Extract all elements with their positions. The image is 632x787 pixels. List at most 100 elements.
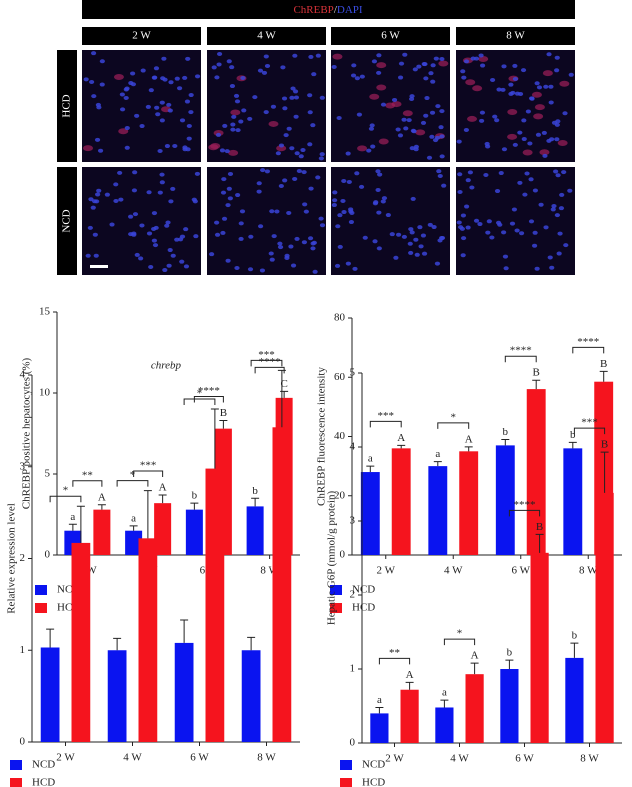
- nucleus: [216, 52, 223, 57]
- nucleus: [274, 209, 280, 214]
- nucleus: [554, 213, 560, 218]
- y-axis-label: Hepatic G6P (mmol/g protein): [326, 491, 338, 626]
- nucleus: [498, 171, 504, 176]
- bar: [71, 542, 91, 742]
- nucleus: [359, 74, 365, 79]
- nucleus: [473, 56, 480, 61]
- nucleus: [351, 63, 357, 68]
- nucleus: [214, 75, 220, 80]
- nucleus: [531, 243, 538, 248]
- nucleus: [270, 104, 277, 109]
- nucleus: [319, 223, 326, 228]
- significance-bracket: [572, 346, 605, 354]
- nucleus: [348, 209, 354, 214]
- nucleus: [248, 234, 254, 239]
- nucleus: [532, 188, 539, 193]
- significance-bracket: [369, 420, 402, 428]
- nucleus: [543, 84, 549, 89]
- nucleus: [162, 268, 168, 273]
- nucleus: [403, 126, 409, 131]
- nucleus: [521, 137, 527, 142]
- nucleus: [420, 233, 427, 238]
- nucleus: [441, 183, 447, 188]
- error-bar: [464, 446, 473, 452]
- nucleus: [234, 99, 241, 104]
- legend-swatch: [35, 585, 47, 595]
- nucleus: [408, 97, 415, 102]
- significance-bracket: [437, 422, 470, 429]
- x-tick-label: 2 W: [377, 565, 396, 577]
- nucleus: [463, 128, 469, 133]
- nucleus: [311, 240, 317, 245]
- nucleus: [164, 144, 171, 149]
- nucleus: [130, 71, 136, 76]
- nucleus: [428, 71, 434, 76]
- nucleus: [166, 102, 172, 107]
- nucleus: [238, 119, 244, 124]
- legend-swatch: [330, 585, 342, 595]
- nucleus: [153, 66, 160, 71]
- nucleus: [310, 246, 316, 251]
- nucleus: [238, 236, 244, 241]
- nucleus: [233, 93, 240, 98]
- bar: [500, 669, 519, 743]
- nucleus: [435, 104, 441, 109]
- nucleus: [500, 87, 506, 92]
- nucleus: [467, 170, 473, 175]
- nucleus: [557, 231, 563, 236]
- column-box: [331, 27, 450, 45]
- nucleus: [99, 59, 105, 64]
- significance-bracket: [443, 638, 476, 646]
- nucleus: [185, 56, 191, 61]
- nucleus: [283, 133, 289, 138]
- y-axis-label: Relative expression level: [6, 503, 18, 614]
- nucleus: [263, 110, 269, 115]
- nucleus: [113, 198, 119, 203]
- nucleus: [430, 63, 436, 68]
- nucleus: [496, 87, 502, 92]
- nucleus: [113, 182, 119, 187]
- group-letter: C: [280, 378, 287, 390]
- nucleus: [264, 169, 270, 174]
- nucleus: [234, 265, 240, 270]
- nucleus: [332, 190, 338, 195]
- bar: [435, 707, 454, 743]
- nucleus: [280, 65, 286, 70]
- y-tick-label: 1: [350, 663, 356, 675]
- micrograph-image: [82, 50, 201, 162]
- error-bar: [280, 390, 289, 398]
- nucleus: [389, 232, 395, 237]
- error-bar: [97, 504, 106, 510]
- significance-bracket: [72, 480, 103, 487]
- red-signal: [230, 109, 241, 116]
- nucleus: [139, 223, 145, 228]
- error-bar: [535, 533, 544, 553]
- nucleus: [528, 177, 534, 182]
- y-axis-label: ChREBP positive hepatocytes (%): [21, 357, 33, 509]
- group-letter: A: [465, 433, 473, 445]
- nucleus: [184, 99, 191, 104]
- nucleus: [423, 113, 429, 118]
- nucleus: [146, 190, 152, 195]
- nucleus: [281, 96, 288, 101]
- nucleus: [256, 189, 262, 194]
- y-axis-label: ChREBP fluorescence intensity: [316, 367, 328, 506]
- y-tick-label: 1: [20, 644, 26, 656]
- red-signal: [276, 145, 287, 152]
- group-letter: b: [192, 490, 198, 502]
- nucleus: [221, 177, 227, 182]
- group-letter: a: [435, 448, 440, 460]
- bar: [40, 647, 60, 742]
- nucleus: [514, 91, 521, 96]
- legend-swatch: [10, 760, 22, 770]
- nucleus: [235, 193, 241, 198]
- legend-swatch: [340, 760, 352, 770]
- nucleus: [356, 112, 363, 117]
- bar: [125, 530, 143, 555]
- significance-label: ****: [514, 499, 536, 511]
- nucleus: [485, 144, 491, 149]
- nucleus: [436, 169, 442, 174]
- nucleus: [230, 122, 236, 127]
- y-tick-label: 3: [350, 515, 356, 527]
- nucleus: [303, 209, 309, 214]
